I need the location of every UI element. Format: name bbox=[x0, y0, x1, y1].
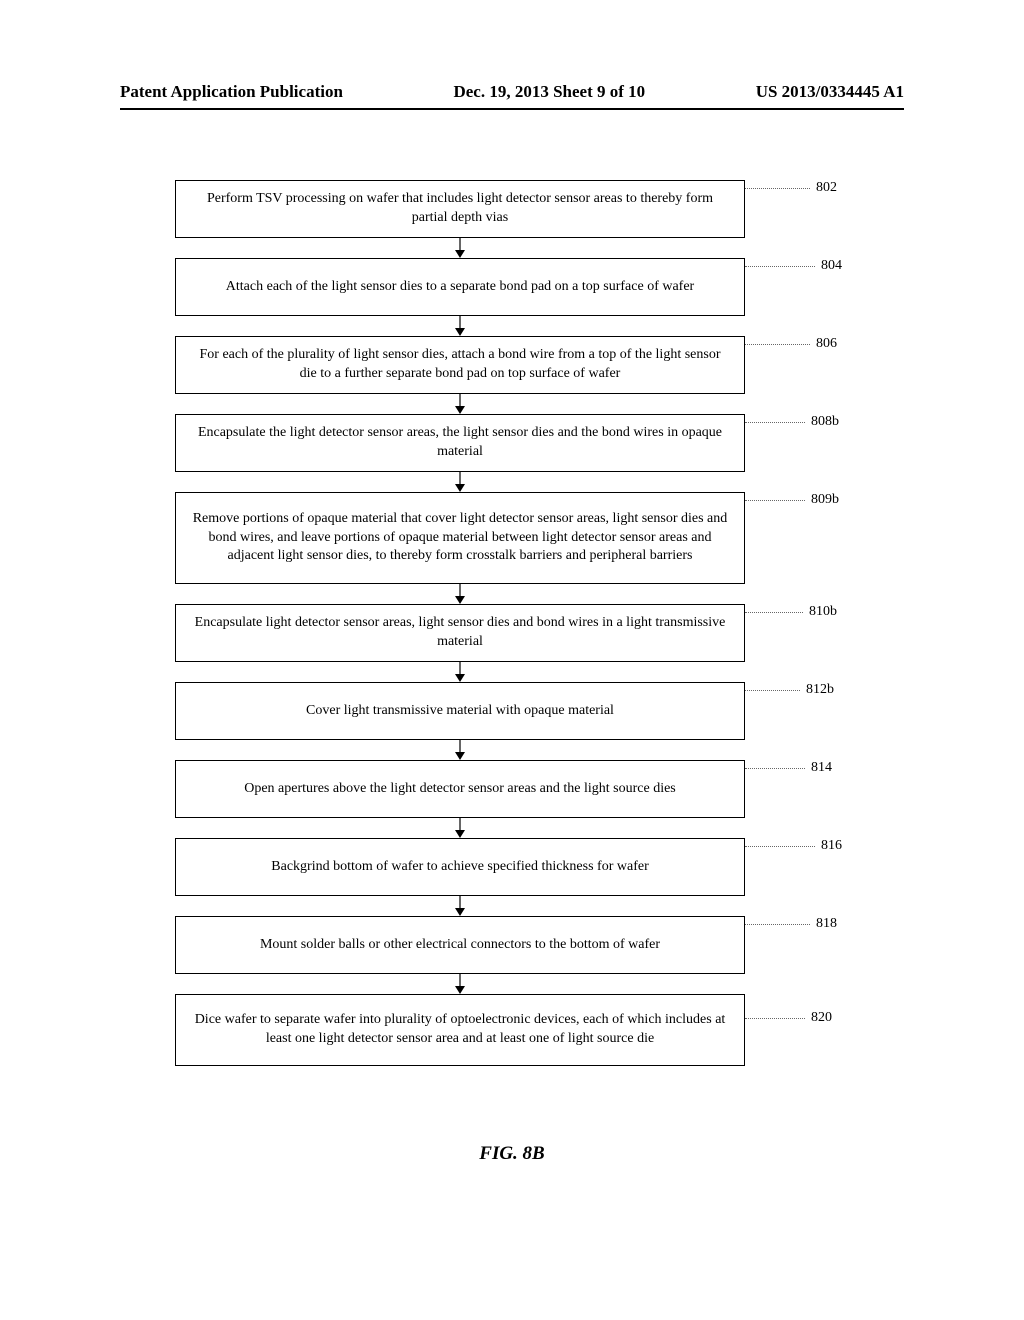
ref-number: 820 bbox=[805, 1010, 832, 1026]
flow-box: Cover light transmissive material with o… bbox=[175, 682, 745, 740]
flow-box: Attach each of the light sensor dies to … bbox=[175, 258, 745, 316]
flow-step: Attach each of the light sensor dies to … bbox=[175, 258, 825, 316]
leader-line bbox=[745, 1018, 805, 1019]
flow-arrow-icon bbox=[175, 584, 745, 604]
figure-label: FIG. 8B bbox=[0, 1143, 1024, 1165]
leader-line bbox=[745, 500, 805, 501]
ref-leader: 814 bbox=[745, 760, 832, 776]
flowchart: Perform TSV processing on wafer that inc… bbox=[175, 180, 825, 1066]
flow-arrow-icon bbox=[175, 818, 745, 838]
flow-box: Perform TSV processing on wafer that inc… bbox=[175, 180, 745, 238]
ref-leader: 806 bbox=[745, 336, 837, 352]
flow-box: Dice wafer to separate wafer into plural… bbox=[175, 994, 745, 1066]
ref-leader: 802 bbox=[745, 180, 837, 196]
leader-line bbox=[745, 690, 800, 691]
flow-step: Encapsulate the light detector sensor ar… bbox=[175, 414, 825, 472]
flow-box: Open apertures above the light detector … bbox=[175, 760, 745, 818]
flow-arrow-icon bbox=[175, 238, 745, 258]
leader-line bbox=[745, 768, 805, 769]
page: Patent Application Publication Dec. 19, … bbox=[0, 0, 1024, 1320]
flow-arrow-icon bbox=[175, 662, 745, 682]
ref-leader: 810b bbox=[745, 604, 837, 620]
ref-number: 809b bbox=[805, 492, 839, 508]
leader-line bbox=[745, 846, 815, 847]
ref-leader: 818 bbox=[745, 916, 837, 932]
ref-leader: 816 bbox=[745, 838, 842, 854]
flow-step: Perform TSV processing on wafer that inc… bbox=[175, 180, 825, 238]
flow-step: Remove portions of opaque material that … bbox=[175, 492, 825, 584]
ref-number: 816 bbox=[815, 838, 842, 854]
leader-line bbox=[745, 188, 810, 189]
flow-arrow-icon bbox=[175, 896, 745, 916]
flow-arrow-icon bbox=[175, 472, 745, 492]
ref-number: 806 bbox=[810, 336, 837, 352]
ref-number: 812b bbox=[800, 682, 834, 698]
flow-step: Mount solder balls or other electrical c… bbox=[175, 916, 825, 974]
ref-number: 808b bbox=[805, 414, 839, 430]
header-left: Patent Application Publication bbox=[120, 82, 343, 102]
flow-step: Open apertures above the light detector … bbox=[175, 760, 825, 818]
flow-box: Encapsulate the light detector sensor ar… bbox=[175, 414, 745, 472]
ref-number: 804 bbox=[815, 258, 842, 274]
ref-number: 810b bbox=[803, 604, 837, 620]
flow-step: Encapsulate light detector sensor areas,… bbox=[175, 604, 825, 662]
flow-arrow-icon bbox=[175, 974, 745, 994]
flow-step: Cover light transmissive material with o… bbox=[175, 682, 825, 740]
header-center: Dec. 19, 2013 Sheet 9 of 10 bbox=[453, 82, 645, 102]
ref-leader: 808b bbox=[745, 414, 839, 430]
flow-step: Dice wafer to separate wafer into plural… bbox=[175, 994, 825, 1066]
ref-leader: 809b bbox=[745, 492, 839, 508]
flow-step: Backgrind bottom of wafer to achieve spe… bbox=[175, 838, 825, 896]
ref-number: 814 bbox=[805, 760, 832, 776]
flow-box: Backgrind bottom of wafer to achieve spe… bbox=[175, 838, 745, 896]
flow-box: For each of the plurality of light senso… bbox=[175, 336, 745, 394]
ref-leader: 812b bbox=[745, 682, 834, 698]
flow-arrow-icon bbox=[175, 394, 745, 414]
ref-number: 818 bbox=[810, 916, 837, 932]
page-header: Patent Application Publication Dec. 19, … bbox=[120, 82, 904, 102]
flow-step: For each of the plurality of light senso… bbox=[175, 336, 825, 394]
flow-box: Remove portions of opaque material that … bbox=[175, 492, 745, 584]
ref-leader: 820 bbox=[745, 1010, 832, 1026]
leader-line bbox=[745, 266, 815, 267]
leader-line bbox=[745, 924, 810, 925]
ref-leader: 804 bbox=[745, 258, 842, 274]
leader-line bbox=[745, 422, 805, 423]
header-right: US 2013/0334445 A1 bbox=[756, 82, 904, 102]
flow-arrow-icon bbox=[175, 740, 745, 760]
header-rule bbox=[120, 108, 904, 110]
flow-box: Mount solder balls or other electrical c… bbox=[175, 916, 745, 974]
leader-line bbox=[745, 612, 803, 613]
flow-box: Encapsulate light detector sensor areas,… bbox=[175, 604, 745, 662]
flow-arrow-icon bbox=[175, 316, 745, 336]
ref-number: 802 bbox=[810, 180, 837, 196]
leader-line bbox=[745, 344, 810, 345]
